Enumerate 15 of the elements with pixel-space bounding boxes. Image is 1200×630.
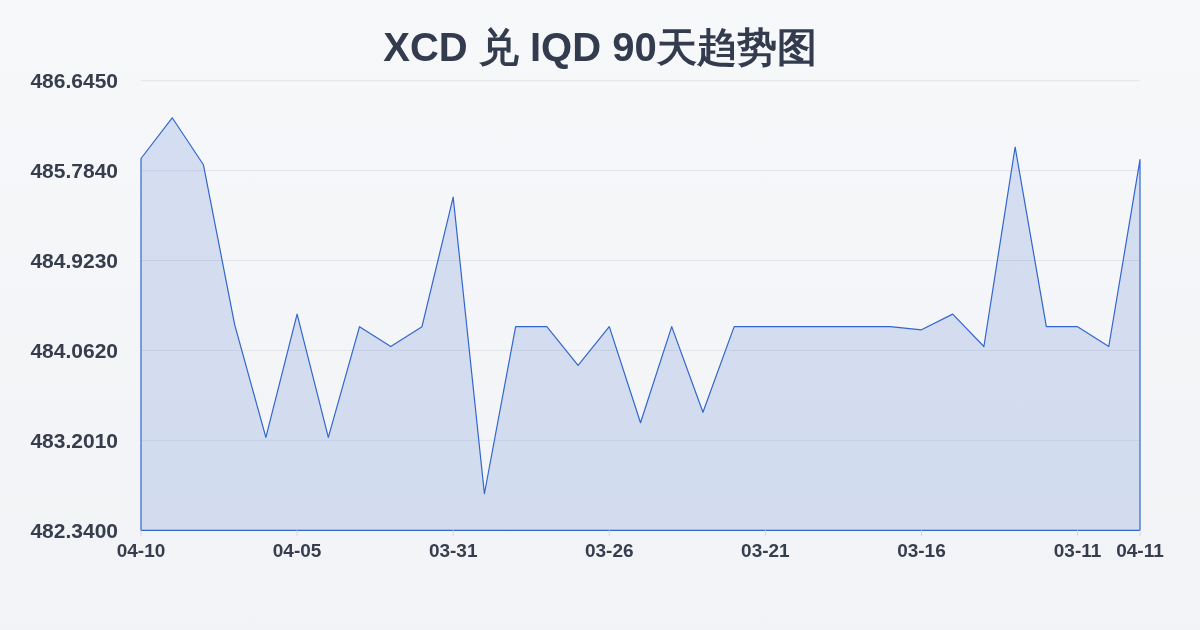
y-tick-label: 485.7840	[30, 159, 118, 183]
x-tick-label: 04-10	[116, 540, 166, 561]
x-tick-label: 03-31	[428, 540, 478, 561]
chart-title: XCD 兑 IQD 90天趋势图	[383, 25, 817, 69]
x-tick-label: 04-11	[1116, 540, 1165, 561]
x-tick-label: 03-11	[1053, 540, 1102, 561]
x-tick-label: 03-21	[741, 540, 791, 561]
y-tick-label: 482.3400	[30, 518, 118, 542]
x-tick-label: 03-16	[897, 540, 946, 561]
y-tick-label: 484.0620	[30, 339, 118, 363]
x-tick-label: 04-05	[272, 540, 322, 561]
y-tick-label: 483.2010	[30, 428, 118, 452]
y-tick-label: 486.6450	[30, 69, 118, 93]
x-tick-label: 03-26	[584, 540, 634, 561]
y-tick-label: 484.9230	[30, 249, 118, 273]
